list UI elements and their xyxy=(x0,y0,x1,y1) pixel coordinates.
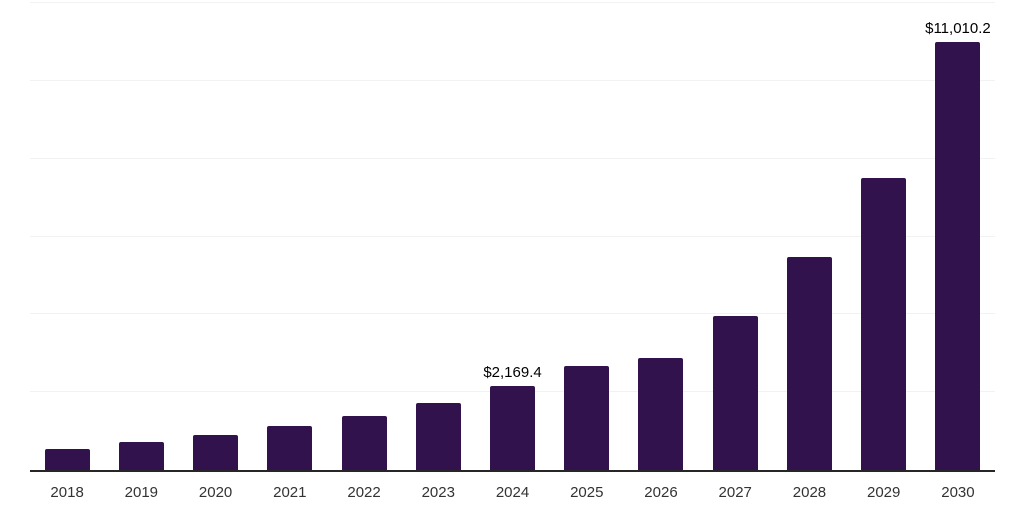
x-tick-label-2028: 2028 xyxy=(792,484,827,501)
bar-2028 xyxy=(786,256,832,470)
bar-slot-2030: $11,010.2 xyxy=(921,3,995,470)
x-axis-line xyxy=(30,470,995,472)
bar-2027 xyxy=(712,316,758,470)
gridline-12000 xyxy=(30,2,995,3)
bar-slot-2023 xyxy=(401,3,475,470)
x-tick-label-2026: 2026 xyxy=(644,484,678,501)
x-tick-label-2018: 2018 xyxy=(50,484,84,501)
bar-2021 xyxy=(267,426,313,470)
bar-slot-2021 xyxy=(253,3,327,470)
bar-2025 xyxy=(564,365,610,470)
x-tick-label-2021: 2021 xyxy=(273,484,307,501)
bar-slot-2029 xyxy=(847,3,921,470)
x-tick-label-2027: 2027 xyxy=(718,484,752,501)
bars-layer: $2,169.4 $11,010.2 xyxy=(30,3,995,470)
x-tick-label-2029: 2029 xyxy=(867,484,901,501)
plot-area: $2,169.4 $11,010.2 xyxy=(30,2,995,472)
gridline-8000 xyxy=(30,157,995,159)
bar-slot-2025 xyxy=(550,3,624,470)
gridline-4000 xyxy=(30,313,995,315)
bar-slot-2022 xyxy=(327,3,401,470)
x-tick-label-2024: 2024 xyxy=(495,484,530,501)
x-tick-label-2030: 2030 xyxy=(941,484,975,501)
bar-slot-2018 xyxy=(30,3,104,470)
bar-2029 xyxy=(861,177,907,470)
bar-2026 xyxy=(638,357,684,470)
bar-2019 xyxy=(118,442,164,470)
bar-slot-2024: $2,169.4 xyxy=(475,3,549,470)
x-axis-tick-labels: 2018 2019 2020 2021 2022 2023 2024 2025 2026 2027… xyxy=(30,483,995,503)
bar-2030 xyxy=(935,41,981,470)
x-tick-label-2019: 2019 xyxy=(124,484,159,501)
bar-2018 xyxy=(44,449,90,470)
bar-slot-2019 xyxy=(104,3,178,470)
bar-2022 xyxy=(341,416,387,470)
data-label-2030: $11,010.2 xyxy=(925,19,991,37)
bar-slot-2028 xyxy=(772,3,846,470)
gridline-10000 xyxy=(30,79,995,81)
bar-2023 xyxy=(415,402,461,470)
x-tick-label-2022: 2022 xyxy=(347,484,381,501)
bar-slot-2027 xyxy=(698,3,772,470)
x-tick-label-2020: 2020 xyxy=(198,484,233,501)
bar-slot-2020 xyxy=(178,3,252,470)
x-tick-label-2025: 2025 xyxy=(570,484,604,501)
data-label-2024: $2,169.4 xyxy=(483,363,542,381)
bar-2020 xyxy=(193,434,239,470)
bar-2024 xyxy=(490,385,536,470)
gridline-6000 xyxy=(30,235,995,237)
x-tick-label-2023: 2023 xyxy=(421,484,455,501)
bar-slot-2026 xyxy=(624,3,698,470)
